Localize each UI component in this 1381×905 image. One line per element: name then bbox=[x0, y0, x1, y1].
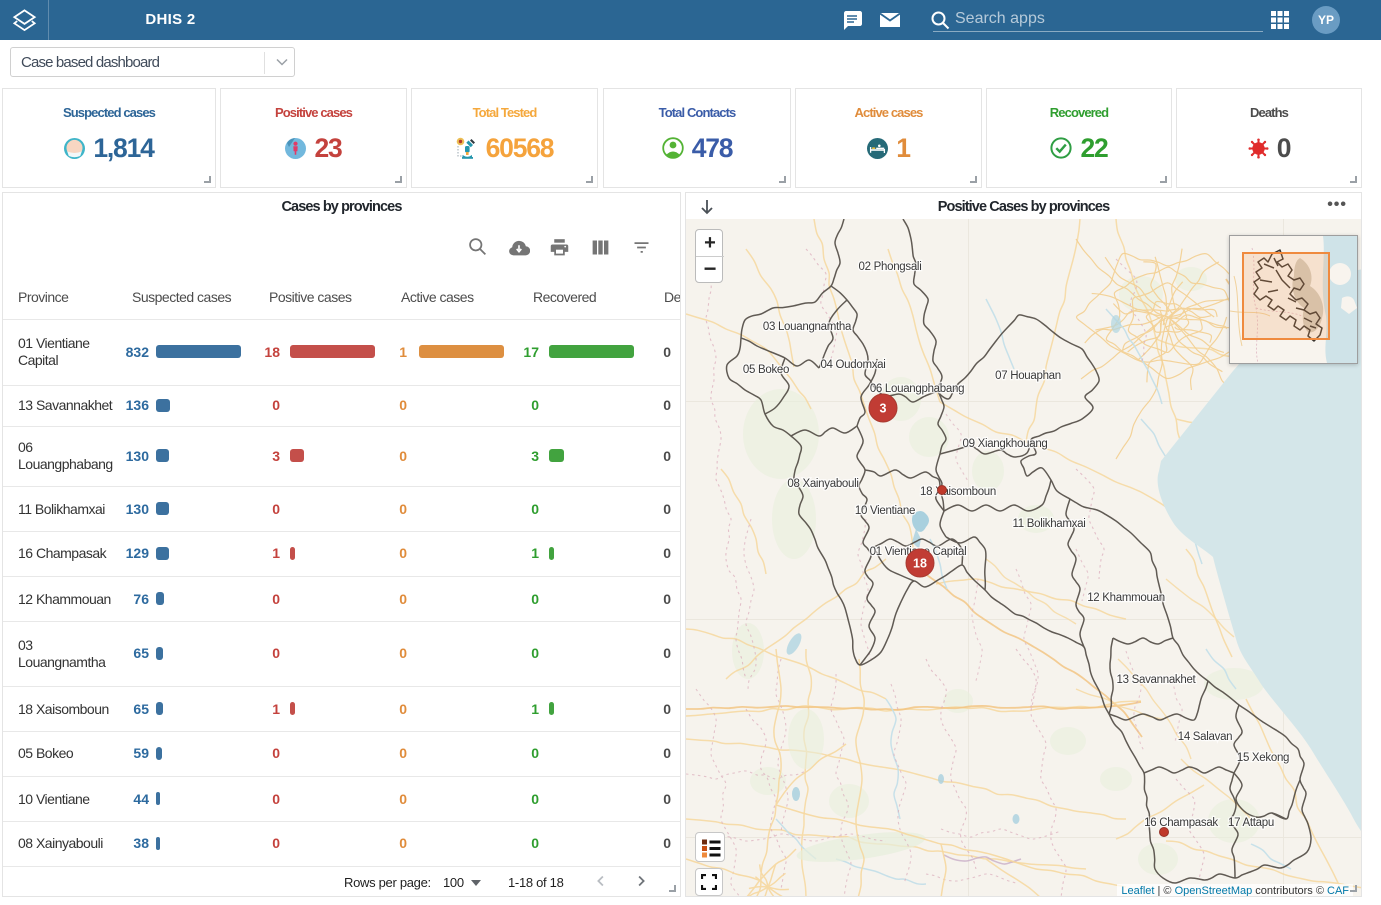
svg-text:16 Champasak: 16 Champasak bbox=[1144, 817, 1218, 829]
svg-text:02 Phongsali: 02 Phongsali bbox=[859, 261, 922, 273]
svg-text:15 Xekong: 15 Xekong bbox=[1237, 752, 1289, 764]
svg-text:07 Houaphan: 07 Houaphan bbox=[995, 370, 1061, 382]
svg-text:18: 18 bbox=[913, 557, 927, 571]
svg-text:11 Bolikhamxai: 11 Bolikhamxai bbox=[1013, 518, 1086, 530]
svg-text:17 Attapu: 17 Attapu bbox=[1228, 817, 1274, 829]
svg-text:12 Khammouan: 12 Khammouan bbox=[1087, 592, 1165, 604]
svg-text:3: 3 bbox=[880, 402, 887, 416]
svg-text:05 Bokeo: 05 Bokeo bbox=[743, 364, 789, 376]
svg-text:06 Louangphabang: 06 Louangphabang bbox=[870, 383, 964, 395]
svg-text:08 Xainyabouli: 08 Xainyabouli bbox=[787, 478, 858, 490]
svg-text:18 Xaisomboun: 18 Xaisomboun bbox=[920, 486, 996, 498]
svg-text:10 Vientiane: 10 Vientiane bbox=[855, 505, 915, 517]
svg-text:14 Salavan: 14 Salavan bbox=[1178, 731, 1233, 743]
svg-text:03 Louangnamtha: 03 Louangnamtha bbox=[763, 321, 852, 333]
svg-text:13 Savannakhet: 13 Savannakhet bbox=[1117, 674, 1197, 686]
svg-text:04 Oudomxai: 04 Oudomxai bbox=[820, 359, 885, 371]
svg-text:09 Xiangkhouang: 09 Xiangkhouang bbox=[962, 438, 1047, 450]
